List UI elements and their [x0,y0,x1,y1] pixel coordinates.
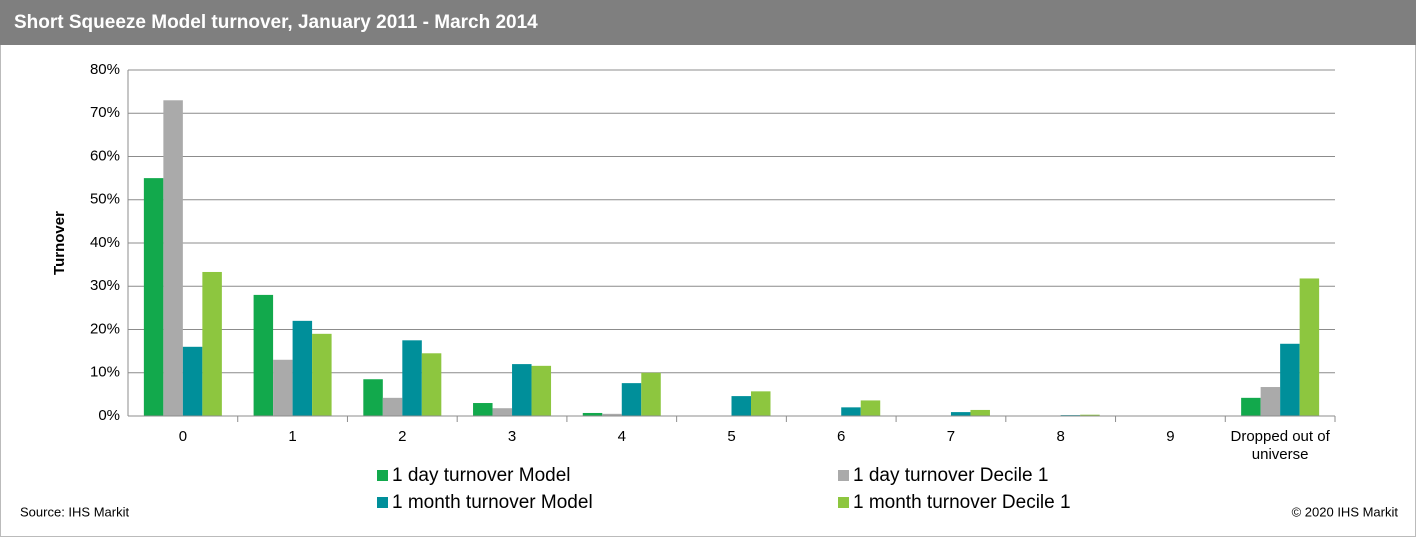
x-tick-label: 7 [946,428,956,445]
bar [202,271,222,416]
legend-label: 1 month turnover Model [392,492,593,513]
bar [531,365,552,416]
x-tick-label: 5 [727,428,736,445]
legend-swatch [838,470,849,481]
x-tick-label: 2 [398,428,407,445]
y-tick-label: 30% [90,277,120,294]
bar [292,320,313,416]
x-tick-label: 3 [507,428,517,445]
bar [402,340,422,416]
legend-swatch [377,497,388,508]
y-tick-label: 70% [90,104,120,121]
x-tick-label: 1 [288,428,297,445]
bar [512,364,532,416]
bar [731,396,751,416]
bar [1080,414,1100,416]
bar [621,383,642,416]
bar [492,408,513,416]
y-tick-label: 80% [90,61,120,78]
x-tick-label: 0 [178,428,188,445]
bar [582,412,603,416]
y-tick-label: 0% [98,407,120,424]
y-axis-label: Turnover [51,211,68,275]
x-tick-label: 6 [837,428,846,445]
bar [1260,387,1281,416]
y-tick-label: 50% [90,191,120,208]
x-tick-label: 8 [1056,428,1065,445]
y-tick-label: 60% [90,147,120,164]
legend-swatch [838,497,849,508]
bar [312,333,332,416]
legend-label: 1 day turnover Decile 1 [853,465,1048,486]
bar [641,372,661,416]
header-bar [0,0,1416,45]
bar [473,403,493,416]
bar [182,346,203,416]
y-tick-label: 10% [90,364,120,381]
bar [1299,278,1320,416]
x-tick-label: Dropped out of universe [1230,428,1330,463]
bar [950,412,971,416]
legend-label: 1 month turnover Decile 1 [853,492,1071,513]
chart-title: Short Squeeze Model turnover, January 20… [14,12,538,33]
legend-label: 1 day turnover Model [392,465,571,486]
bar [970,409,990,416]
bar [860,400,881,416]
bar [382,397,403,416]
bar [421,353,442,416]
y-tick-label: 20% [90,320,120,337]
bar [273,359,293,416]
source: Source: IHS Markit [20,504,129,519]
bar [1280,343,1300,416]
bar [602,413,622,416]
legend-swatch [377,470,388,481]
x-tick-label: 4 [617,428,626,445]
bar [363,379,383,416]
bar [751,391,771,416]
bar [1241,397,1261,416]
y-tick-label: 40% [90,234,120,251]
bar [163,100,183,417]
copyright: © 2020 IHS Markit [1292,504,1399,519]
x-tick-label: 9 [1166,428,1175,445]
bar [253,294,274,416]
bar [841,407,861,416]
bar [143,178,164,416]
